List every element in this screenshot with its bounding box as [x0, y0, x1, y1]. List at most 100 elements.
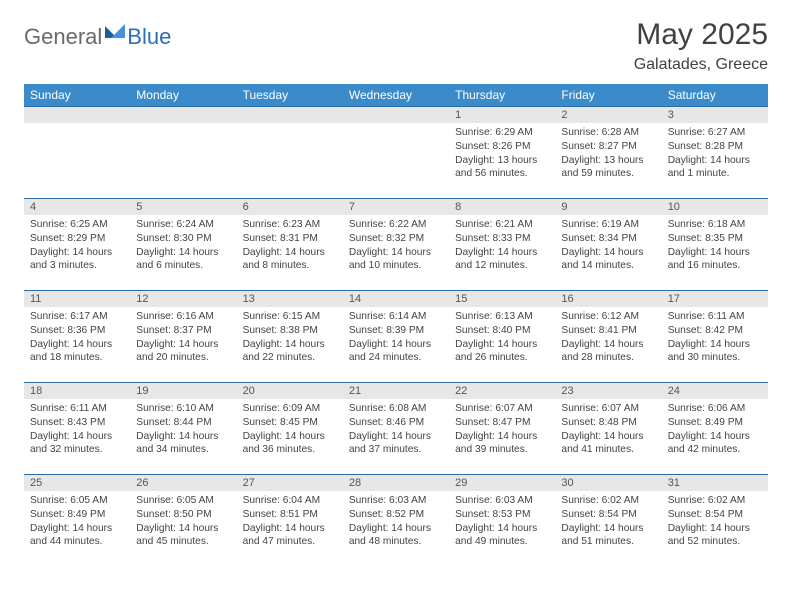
day-details: Sunrise: 6:02 AMSunset: 8:54 PMDaylight:… [555, 491, 661, 551]
calendar-day-cell: 14Sunrise: 6:14 AMSunset: 8:39 PMDayligh… [343, 291, 449, 383]
day-details: Sunrise: 6:04 AMSunset: 8:51 PMDaylight:… [237, 491, 343, 551]
day-detail-line: Sunrise: 6:02 AM [668, 494, 762, 508]
day-detail-line: Daylight: 14 hours and 18 minutes. [30, 338, 124, 366]
day-details: Sunrise: 6:11 AMSunset: 8:42 PMDaylight:… [662, 307, 768, 367]
day-detail-line: Daylight: 14 hours and 34 minutes. [136, 430, 230, 458]
day-details: Sunrise: 6:07 AMSunset: 8:48 PMDaylight:… [555, 399, 661, 459]
day-details: Sunrise: 6:05 AMSunset: 8:50 PMDaylight:… [130, 491, 236, 551]
day-detail-line: Daylight: 14 hours and 52 minutes. [668, 522, 762, 550]
day-number: 13 [237, 291, 343, 307]
calendar-day-cell: 22Sunrise: 6:07 AMSunset: 8:47 PMDayligh… [449, 383, 555, 475]
day-detail-line: Sunrise: 6:25 AM [30, 218, 124, 232]
day-details: Sunrise: 6:16 AMSunset: 8:37 PMDaylight:… [130, 307, 236, 367]
day-detail-line: Daylight: 14 hours and 42 minutes. [668, 430, 762, 458]
day-details: Sunrise: 6:13 AMSunset: 8:40 PMDaylight:… [449, 307, 555, 367]
day-details: Sunrise: 6:09 AMSunset: 8:45 PMDaylight:… [237, 399, 343, 459]
day-detail-line: Sunrise: 6:16 AM [136, 310, 230, 324]
day-detail-line: Daylight: 14 hours and 12 minutes. [455, 246, 549, 274]
day-detail-line: Sunrise: 6:07 AM [455, 402, 549, 416]
day-details: Sunrise: 6:18 AMSunset: 8:35 PMDaylight:… [662, 215, 768, 275]
day-detail-line: Daylight: 14 hours and 45 minutes. [136, 522, 230, 550]
day-details: Sunrise: 6:15 AMSunset: 8:38 PMDaylight:… [237, 307, 343, 367]
day-detail-line: Sunrise: 6:18 AM [668, 218, 762, 232]
weekday-header: Wednesday [343, 84, 449, 107]
day-detail-line: Sunrise: 6:09 AM [243, 402, 337, 416]
day-detail-line: Sunset: 8:54 PM [668, 508, 762, 522]
day-number: 29 [449, 475, 555, 491]
day-number: 30 [555, 475, 661, 491]
day-detail-line: Daylight: 14 hours and 41 minutes. [561, 430, 655, 458]
day-detail-line: Sunset: 8:41 PM [561, 324, 655, 338]
day-details: Sunrise: 6:12 AMSunset: 8:41 PMDaylight:… [555, 307, 661, 367]
day-detail-line: Sunrise: 6:29 AM [455, 126, 549, 140]
day-number: 3 [662, 107, 768, 123]
day-detail-line: Sunset: 8:34 PM [561, 232, 655, 246]
day-detail-line: Daylight: 14 hours and 39 minutes. [455, 430, 549, 458]
weekday-header-row: Sunday Monday Tuesday Wednesday Thursday… [24, 84, 768, 107]
day-details: Sunrise: 6:03 AMSunset: 8:53 PMDaylight:… [449, 491, 555, 551]
day-details [343, 123, 449, 128]
calendar-table: Sunday Monday Tuesday Wednesday Thursday… [24, 84, 768, 567]
day-detail-line: Sunrise: 6:15 AM [243, 310, 337, 324]
calendar-day-cell: 26Sunrise: 6:05 AMSunset: 8:50 PMDayligh… [130, 475, 236, 567]
day-detail-line: Sunset: 8:32 PM [349, 232, 443, 246]
day-details: Sunrise: 6:23 AMSunset: 8:31 PMDaylight:… [237, 215, 343, 275]
day-number: 10 [662, 199, 768, 215]
calendar-week-row: 1Sunrise: 6:29 AMSunset: 8:26 PMDaylight… [24, 107, 768, 199]
day-detail-line: Sunrise: 6:27 AM [668, 126, 762, 140]
day-detail-line: Sunset: 8:51 PM [243, 508, 337, 522]
calendar-day-cell: 17Sunrise: 6:11 AMSunset: 8:42 PMDayligh… [662, 291, 768, 383]
weekday-header: Saturday [662, 84, 768, 107]
day-detail-line: Sunset: 8:53 PM [455, 508, 549, 522]
calendar-day-cell: 16Sunrise: 6:12 AMSunset: 8:41 PMDayligh… [555, 291, 661, 383]
day-detail-line: Sunrise: 6:11 AM [30, 402, 124, 416]
calendar-day-cell: 9Sunrise: 6:19 AMSunset: 8:34 PMDaylight… [555, 199, 661, 291]
day-detail-line: Sunrise: 6:05 AM [136, 494, 230, 508]
day-details: Sunrise: 6:29 AMSunset: 8:26 PMDaylight:… [449, 123, 555, 183]
day-detail-line: Daylight: 14 hours and 44 minutes. [30, 522, 124, 550]
weekday-header: Monday [130, 84, 236, 107]
day-detail-line: Sunset: 8:52 PM [349, 508, 443, 522]
day-detail-line: Daylight: 14 hours and 32 minutes. [30, 430, 124, 458]
calendar-day-cell: 13Sunrise: 6:15 AMSunset: 8:38 PMDayligh… [237, 291, 343, 383]
day-detail-line: Sunset: 8:54 PM [561, 508, 655, 522]
day-detail-line: Sunset: 8:46 PM [349, 416, 443, 430]
calendar-day-cell: 11Sunrise: 6:17 AMSunset: 8:36 PMDayligh… [24, 291, 130, 383]
logo: General Blue [24, 24, 171, 50]
calendar-day-cell: 23Sunrise: 6:07 AMSunset: 8:48 PMDayligh… [555, 383, 661, 475]
day-detail-line: Sunrise: 6:02 AM [561, 494, 655, 508]
day-detail-line: Sunrise: 6:10 AM [136, 402, 230, 416]
day-number: 26 [130, 475, 236, 491]
day-detail-line: Sunrise: 6:11 AM [668, 310, 762, 324]
calendar-day-cell: 7Sunrise: 6:22 AMSunset: 8:32 PMDaylight… [343, 199, 449, 291]
day-detail-line: Daylight: 14 hours and 16 minutes. [668, 246, 762, 274]
calendar-day-cell: 2Sunrise: 6:28 AMSunset: 8:27 PMDaylight… [555, 107, 661, 199]
day-number [24, 107, 130, 123]
day-detail-line: Daylight: 13 hours and 59 minutes. [561, 154, 655, 182]
day-number: 31 [662, 475, 768, 491]
day-detail-line: Sunset: 8:42 PM [668, 324, 762, 338]
day-number: 11 [24, 291, 130, 307]
day-number: 28 [343, 475, 449, 491]
day-detail-line: Sunset: 8:29 PM [30, 232, 124, 246]
calendar-day-cell: 19Sunrise: 6:10 AMSunset: 8:44 PMDayligh… [130, 383, 236, 475]
day-details: Sunrise: 6:21 AMSunset: 8:33 PMDaylight:… [449, 215, 555, 275]
calendar-day-cell: 28Sunrise: 6:03 AMSunset: 8:52 PMDayligh… [343, 475, 449, 567]
calendar-day-cell: 30Sunrise: 6:02 AMSunset: 8:54 PMDayligh… [555, 475, 661, 567]
day-detail-line: Sunset: 8:28 PM [668, 140, 762, 154]
day-detail-line: Sunset: 8:47 PM [455, 416, 549, 430]
day-detail-line: Sunset: 8:26 PM [455, 140, 549, 154]
day-detail-line: Sunset: 8:31 PM [243, 232, 337, 246]
day-number: 9 [555, 199, 661, 215]
day-number [130, 107, 236, 123]
calendar-day-cell: 27Sunrise: 6:04 AMSunset: 8:51 PMDayligh… [237, 475, 343, 567]
calendar-day-cell [130, 107, 236, 199]
day-number: 2 [555, 107, 661, 123]
calendar-body: 1Sunrise: 6:29 AMSunset: 8:26 PMDaylight… [24, 107, 768, 567]
day-detail-line: Daylight: 14 hours and 36 minutes. [243, 430, 337, 458]
day-detail-line: Sunset: 8:30 PM [136, 232, 230, 246]
day-details: Sunrise: 6:24 AMSunset: 8:30 PMDaylight:… [130, 215, 236, 275]
calendar-day-cell: 18Sunrise: 6:11 AMSunset: 8:43 PMDayligh… [24, 383, 130, 475]
calendar-day-cell: 29Sunrise: 6:03 AMSunset: 8:53 PMDayligh… [449, 475, 555, 567]
day-detail-line: Sunset: 8:38 PM [243, 324, 337, 338]
